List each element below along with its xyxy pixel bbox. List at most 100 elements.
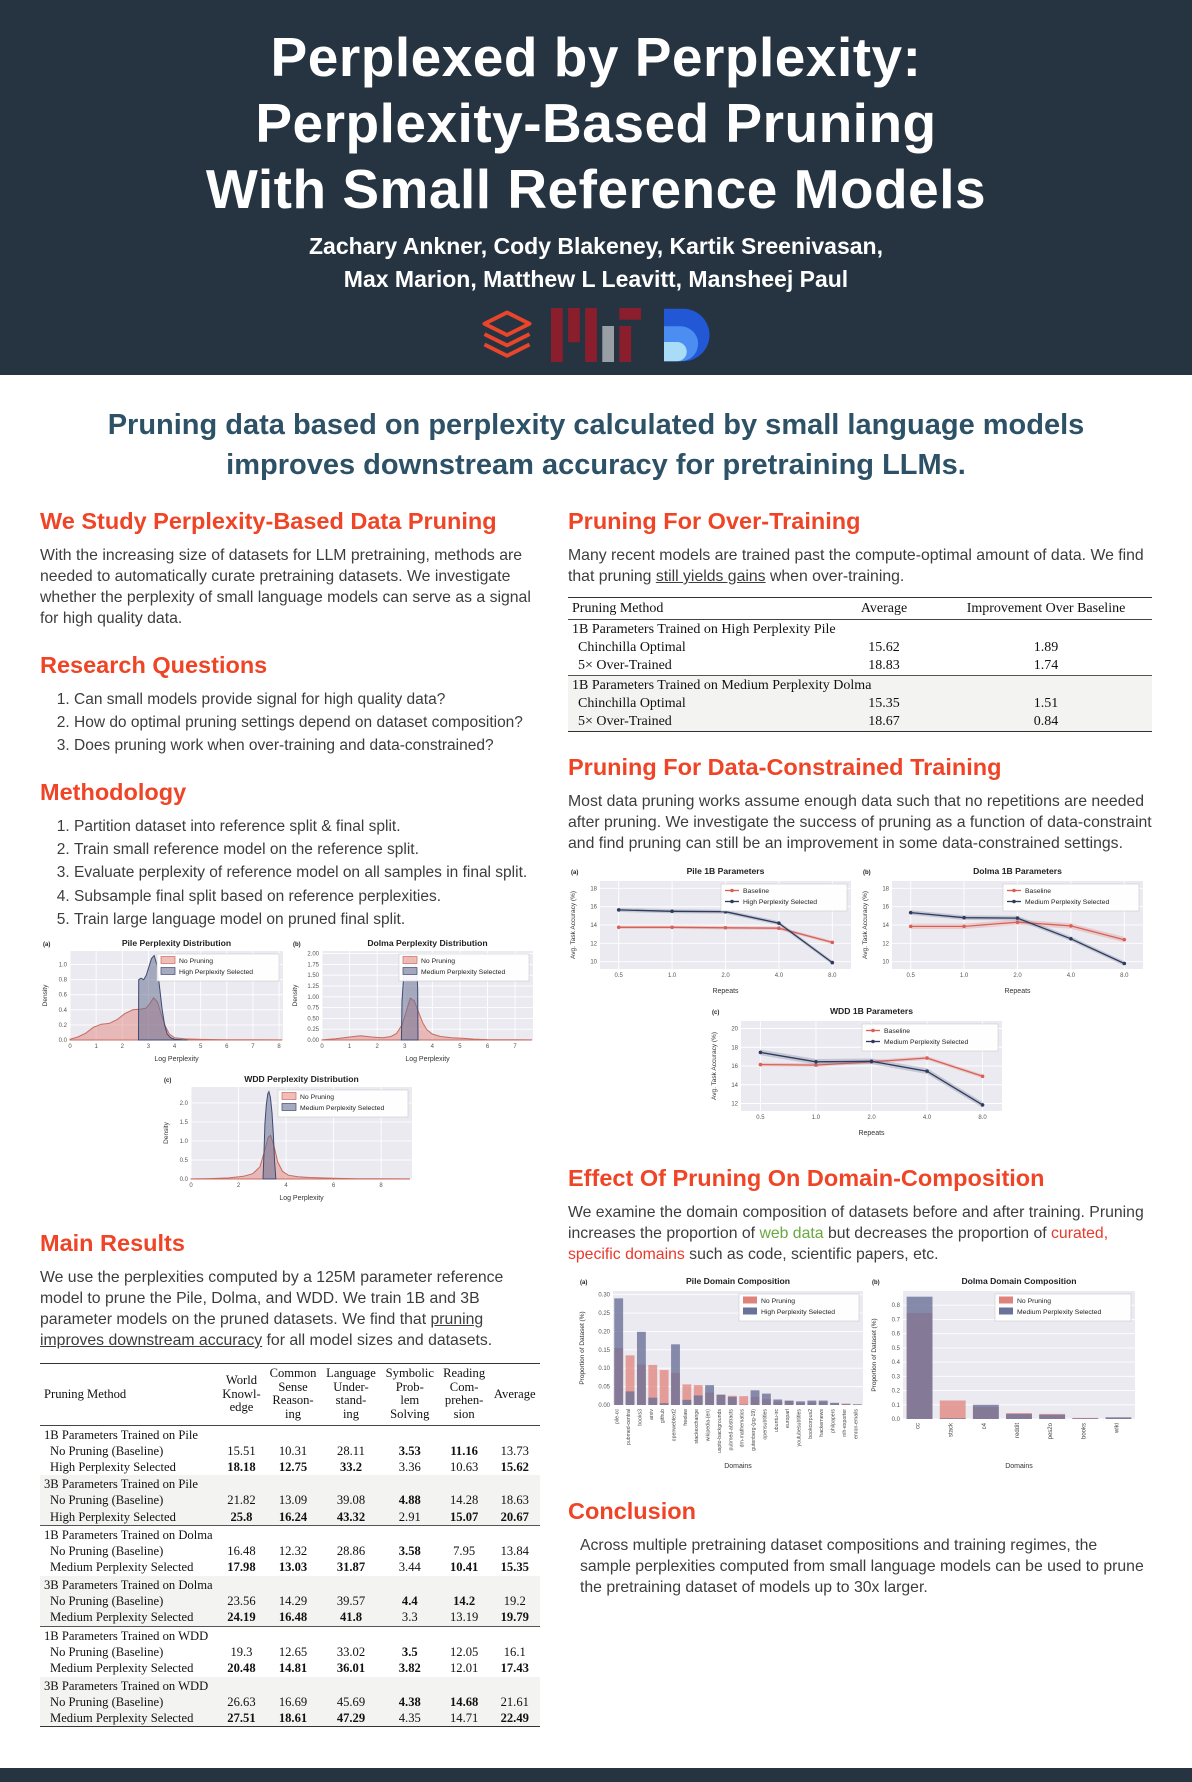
text-span: for all model sizes and datasets. xyxy=(262,1331,493,1349)
table-header-row: Pruning Method Average Improvement Over Ba… xyxy=(568,597,1152,621)
svg-text:Avg. Task Accuracy (%): Avg. Task Accuracy (%) xyxy=(570,891,577,959)
svg-text:0.5: 0.5 xyxy=(907,973,916,979)
footer-bar xyxy=(0,1768,1192,1782)
main-results-table: Pruning Method World Knowl-edge Common Sense… xyxy=(40,1363,540,1728)
svg-text:7: 7 xyxy=(251,1044,255,1050)
list-item: Train large language model on pruned fin… xyxy=(74,909,540,930)
svg-text:High Perplexity Selected: High Perplexity Selected xyxy=(743,899,817,906)
svg-text:0.6: 0.6 xyxy=(59,992,68,998)
authors-line-1: Zachary Ankner, Cody Blakeney, Kartik Sr… xyxy=(309,233,883,259)
svg-text:16: 16 xyxy=(882,904,889,910)
table-row: Chinchilla Optimal 15.35 1.51 xyxy=(568,695,1152,714)
table-row: Medium Perplexity Selected 17.98 13.03 31.8… xyxy=(50,1560,529,1575)
svg-text:(b): (b) xyxy=(293,942,301,948)
dolma-domain-composition-chart: 0.0 0.1 0.2 0.3 0.4 0.5 0.6 0.7 0.8 cc stack c4 redd… xyxy=(869,1275,1143,1476)
main-results-body: We use the perplexities computed by a 12… xyxy=(40,1267,540,1352)
svg-text:arxiv: arxiv xyxy=(649,1409,655,1420)
svg-text:0.75: 0.75 xyxy=(307,1005,319,1011)
svg-text:reddit: reddit xyxy=(1015,1423,1021,1438)
svg-text:0.4: 0.4 xyxy=(59,1007,68,1013)
section-heading-domain-composition: Effect Of Pruning On Domain-Composition xyxy=(568,1164,1045,1191)
svg-text:nih-exporter: nih-exporter xyxy=(842,1409,848,1437)
text-span: when over-training. xyxy=(765,568,905,586)
logo-row xyxy=(0,305,1192,365)
svg-text:8: 8 xyxy=(277,1044,281,1050)
header: Perplexed by Perplexity: Perplexity-Base… xyxy=(0,0,1192,375)
svg-text:Pile Perplexity Distribution: Pile Perplexity Distribution xyxy=(122,938,231,948)
column-header: Pruning Method xyxy=(40,1363,219,1426)
left-column: We Study Perplexity-Based Data Pruning W… xyxy=(40,506,540,1728)
svg-text:12: 12 xyxy=(731,1101,738,1107)
table-row: No Pruning (Baseline) 15.51 10.31 28.11 3.53… xyxy=(50,1443,529,1458)
svg-text:Log Perplexity: Log Perplexity xyxy=(405,1056,450,1063)
svg-text:16: 16 xyxy=(731,1064,738,1070)
svg-text:Medium Perplexity Selected: Medium Perplexity Selected xyxy=(1025,899,1109,906)
svg-text:Dolma Perplexity Distribution: Dolma Perplexity Distribution xyxy=(367,938,487,948)
svg-text:4.0: 4.0 xyxy=(923,1115,932,1121)
svg-text:0.4: 0.4 xyxy=(892,1360,901,1366)
svg-text:2: 2 xyxy=(121,1044,125,1050)
column-header: Pruning Method xyxy=(568,597,828,621)
column-header: Reading Com-prehen-sion xyxy=(438,1363,490,1426)
svg-text:18: 18 xyxy=(882,886,889,892)
svg-text:0: 0 xyxy=(68,1044,72,1050)
svg-text:4: 4 xyxy=(173,1044,177,1050)
svg-text:freelaw: freelaw xyxy=(683,1409,689,1426)
svg-text:openwebtext2: openwebtext2 xyxy=(672,1409,678,1441)
svg-text:8.0: 8.0 xyxy=(978,1115,987,1121)
svg-text:Avg. Task Accuracy (%): Avg. Task Accuracy (%) xyxy=(711,1032,718,1100)
svg-text:0.30: 0.30 xyxy=(598,1293,610,1299)
svg-text:1.0: 1.0 xyxy=(960,973,969,979)
group-label-row: 1B Parameters Trained on High Perplexity… xyxy=(572,622,836,638)
svg-text:0.0: 0.0 xyxy=(180,1177,189,1183)
svg-text:2.0: 2.0 xyxy=(1013,973,1022,979)
svg-text:1.00: 1.00 xyxy=(307,994,319,1000)
table-row: Chinchilla Optimal 15.62 1.89 xyxy=(578,640,1059,656)
svg-text:wikipedia-(en): wikipedia-(en) xyxy=(706,1409,712,1442)
svg-text:youtubesubtitles: youtubesubtitles xyxy=(797,1409,803,1447)
svg-text:philpapers: philpapers xyxy=(831,1409,837,1433)
svg-text:0: 0 xyxy=(189,1183,193,1189)
svg-text:1.50: 1.50 xyxy=(307,973,319,979)
svg-text:(c): (c) xyxy=(712,1010,719,1016)
svg-text:14: 14 xyxy=(590,923,597,929)
pile-perplexity-distribution-chart: 0.0 0.2 0.4 0.6 0.8 1.0 0 1 2 3 4 5 6 7 8 (a) Pile Perpl… xyxy=(40,937,290,1069)
svg-text:7: 7 xyxy=(513,1044,517,1050)
svg-text:0.25: 0.25 xyxy=(307,1027,319,1033)
list-item: Train small reference model on the refer… xyxy=(74,839,540,860)
dolma-1b-repeats-chart: 10 12 14 16 18 0.5 1.0 2.0 4.0 8.0 (b) Dolma 1B Par… xyxy=(860,865,1152,1001)
svg-text:20: 20 xyxy=(731,1026,738,1032)
svg-text:ubuntu-irc: ubuntu-irc xyxy=(774,1409,780,1432)
pile-kde-svg: 0.0 0.2 0.4 0.6 0.8 1.0 0 1 2 3 4 5 6 7 8 (a) Pile Perpl… xyxy=(42,938,283,1063)
svg-text:0.05: 0.05 xyxy=(598,1385,610,1391)
svg-text:1: 1 xyxy=(348,1044,352,1050)
wdd-perplexity-distribution-chart: 0.0 0.5 1.0 1.5 2.0 0 2 4 6 8 (c) WDD Perplexity Di… xyxy=(161,1073,419,1208)
text-span: such as code, scientific papers, etc. xyxy=(684,1245,939,1263)
svg-text:Domains: Domains xyxy=(724,1463,752,1470)
svg-text:2: 2 xyxy=(375,1044,379,1050)
svg-text:High Perplexity Selected: High Perplexity Selected xyxy=(761,1309,835,1316)
table-row: No Pruning (Baseline) 26.63 16.69 45.69 4.38… xyxy=(40,1694,540,1711)
overtraining-body: Many recent models are trained past the … xyxy=(568,545,1152,587)
svg-text:WDD 1B Parameters: WDD 1B Parameters xyxy=(830,1006,913,1016)
svg-text:10: 10 xyxy=(590,959,597,965)
text-span: We use the perplexities computed by a 12… xyxy=(40,1268,504,1328)
title-line-1: Perplexed by Perplexity: xyxy=(270,26,922,88)
right-column: Pruning For Over-Training Many recent mo… xyxy=(568,506,1152,1609)
svg-text:Medium Perplexity Selected: Medium Perplexity Selected xyxy=(884,1039,968,1046)
svg-text:0.5: 0.5 xyxy=(180,1157,189,1163)
list-item: Evaluate perplexity of reference model o… xyxy=(74,862,540,883)
authors: Zachary Ankner, Cody Blakeney, Kartik Sr… xyxy=(0,230,1192,297)
wdd-1b-repeats-chart: 12 14 16 18 20 0.5 1.0 2.0 4.0 8.0 (c) WDD 1B Param… xyxy=(709,1005,1011,1143)
group-label-row: 3B Parameters Trained on Pile xyxy=(40,1475,540,1493)
content-columns: We Study Perplexity-Based Data Pruning W… xyxy=(0,506,1192,1728)
svg-text:books: books xyxy=(1081,1423,1087,1439)
svg-text:(a): (a) xyxy=(571,870,578,876)
methodology-list: Partition dataset into reference split &… xyxy=(40,816,540,931)
svg-text:2.00: 2.00 xyxy=(307,951,319,957)
research-questions-list: Can small models provide signal for high… xyxy=(40,689,540,757)
section-heading-main-results: Main Results xyxy=(40,1229,185,1256)
pile-domain-composition-chart: 0.00 0.05 0.10 0.15 0.20 0.25 0.30 pile-cc pubme… xyxy=(577,1275,869,1476)
svg-text:5: 5 xyxy=(199,1044,203,1050)
